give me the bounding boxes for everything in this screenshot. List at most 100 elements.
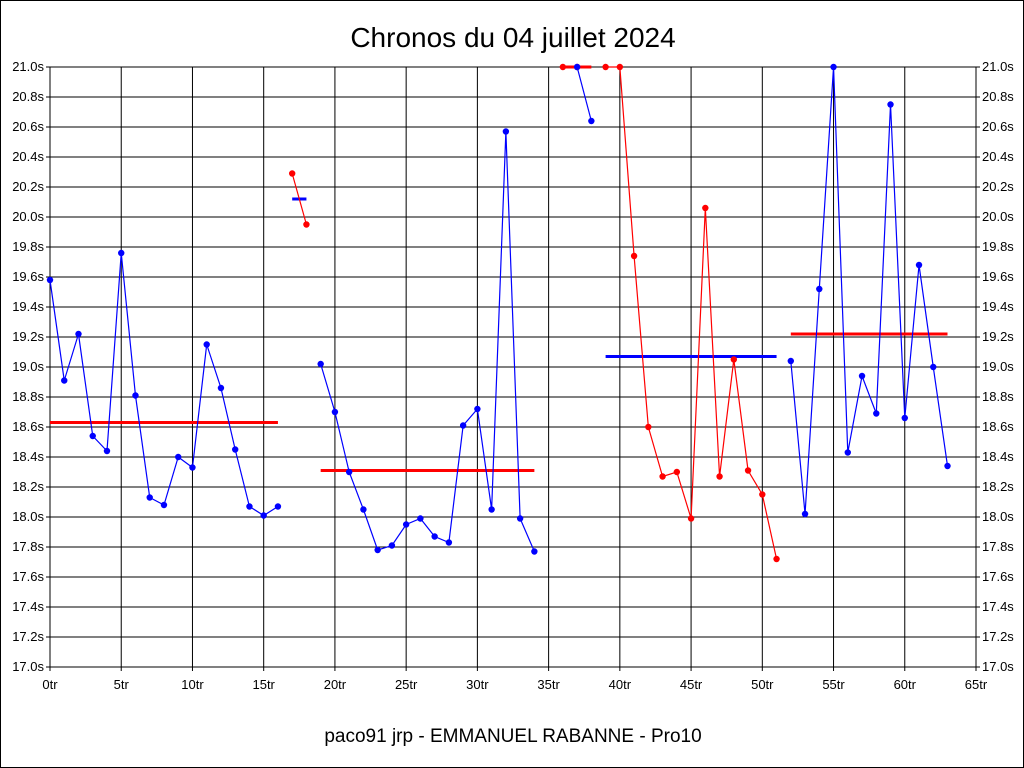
y-tick-label-left: 20.4s — [12, 149, 44, 164]
lap-point — [559, 63, 567, 71]
y-tick-label-right: 19.4s — [982, 299, 1014, 314]
y-tick-label-right: 17.6s — [982, 569, 1014, 584]
lap-point — [75, 330, 82, 338]
lap-series — [46, 63, 951, 563]
lap-point — [474, 405, 481, 413]
y-tick-label-left: 19.0s — [12, 359, 44, 374]
lap-point — [930, 363, 937, 371]
y-tick-label-right: 17.2s — [982, 629, 1014, 644]
lap-point — [360, 506, 367, 513]
x-tick-label: 20tr — [324, 677, 347, 692]
lap-point — [274, 503, 282, 510]
y-tick-label-left: 21.0s — [12, 59, 44, 74]
y-tick-label-right: 20.4s — [982, 149, 1014, 164]
chart-title: Chronos du 04 juillet 2024 — [350, 22, 675, 53]
lap-point — [331, 408, 339, 416]
lap-point — [417, 515, 424, 522]
x-tick-label: 55tr — [822, 677, 845, 692]
lap-point — [445, 539, 453, 546]
lap-point — [160, 501, 168, 509]
lap-point — [203, 341, 210, 348]
lap-point — [217, 384, 225, 392]
x-tick-label: 10tr — [181, 677, 204, 692]
lap-point — [232, 446, 239, 453]
lap-point — [602, 63, 609, 71]
y-tick-label-right: 18.0s — [982, 509, 1014, 524]
x-tick-label: 15tr — [252, 677, 275, 692]
lap-point — [659, 473, 666, 480]
series-line — [576, 66, 592, 122]
lap-point — [730, 356, 738, 363]
lap-point — [673, 468, 681, 476]
lap-point — [944, 462, 951, 470]
y-tick-label-right: 20.6s — [982, 119, 1014, 134]
y-tick-label-left: 19.8s — [12, 239, 44, 254]
lap-point — [317, 360, 324, 368]
y-tick-label-right: 21.0s — [982, 59, 1014, 74]
lap-point — [801, 510, 809, 518]
x-tick-label: 25tr — [395, 677, 418, 692]
lap-point — [588, 117, 595, 125]
y-tick-label-right: 19.6s — [982, 269, 1014, 284]
y-tick-label-right: 17.4s — [982, 599, 1014, 614]
y-tick-label-left: 19.4s — [12, 299, 44, 314]
lap-point — [702, 204, 709, 212]
lap-point — [146, 494, 153, 501]
y-tick-label-left: 20.0s — [12, 209, 44, 224]
y-tick-label-left: 20.2s — [12, 179, 44, 194]
lap-point — [830, 63, 837, 71]
lap-point — [260, 512, 267, 519]
y-tick-label-left: 17.6s — [12, 569, 44, 584]
lap-point — [616, 63, 624, 71]
lap-point — [431, 533, 438, 540]
lap-point — [502, 128, 510, 135]
lap-point — [645, 423, 652, 431]
lap-point — [189, 464, 196, 471]
y-tick-label-left: 17.4s — [12, 599, 44, 614]
x-tick-label: 5tr — [114, 677, 130, 692]
y-tick-label-right: 19.2s — [982, 329, 1014, 344]
y-tick-label-right: 18.2s — [982, 479, 1014, 494]
x-tick-label: 40tr — [609, 677, 632, 692]
lap-point — [901, 414, 908, 422]
y-tick-label-left: 17.8s — [12, 539, 44, 554]
lap-point — [773, 555, 780, 563]
lap-point — [374, 546, 381, 554]
y-tick-label-right: 18.4s — [982, 449, 1014, 464]
lap-point — [402, 521, 410, 528]
lap-point — [61, 377, 68, 384]
y-tick-label-left: 18.6s — [12, 419, 44, 434]
x-tick-label: 60tr — [894, 677, 917, 692]
series-line — [790, 66, 949, 515]
lap-point — [288, 170, 296, 177]
x-tick-label: 65tr — [965, 677, 988, 692]
lap-point — [345, 468, 353, 476]
y-tick-label-left: 18.4s — [12, 449, 44, 464]
lap-point — [816, 285, 823, 293]
lap-point — [246, 503, 253, 510]
lap-point — [759, 491, 766, 498]
y-tick-label-right: 19.8s — [982, 239, 1014, 254]
lap-point — [873, 410, 880, 417]
lap-point — [573, 63, 581, 71]
lap-point — [858, 372, 866, 380]
lap-point — [89, 432, 96, 440]
y-tick-label-left: 20.6s — [12, 119, 44, 134]
y-tick-label-left: 19.2s — [12, 329, 44, 344]
y-axis-ticks: 17.0s 17.0s 17.2s 17.2s 17.4s 17.4s 17.6s 17.6s… — [12, 59, 1014, 674]
lap-point — [46, 276, 54, 284]
y-tick-label-right: 18.6s — [982, 419, 1014, 434]
y-tick-label-left: 20.8s — [12, 89, 44, 104]
y-tick-label-left: 19.6s — [12, 269, 44, 284]
lap-point — [388, 542, 396, 549]
series-line — [320, 131, 535, 552]
y-tick-label-right: 20.2s — [982, 179, 1014, 194]
lap-point — [915, 261, 923, 269]
lap-point — [716, 473, 723, 480]
lap-point — [787, 357, 794, 365]
y-tick-label-left: 18.2s — [12, 479, 44, 494]
lap-point — [103, 447, 111, 455]
chart-footer: paco91 jrp - EMMANUEL RABANNE - Pro10 — [324, 726, 701, 747]
x-tick-label: 30tr — [466, 677, 489, 692]
lap-point — [303, 221, 310, 228]
